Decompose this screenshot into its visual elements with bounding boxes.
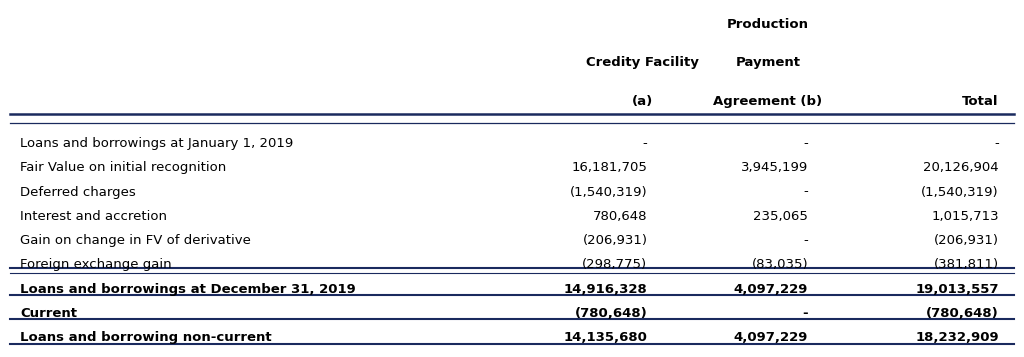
Text: Gain on change in FV of derivative: Gain on change in FV of derivative [20, 234, 251, 247]
Text: Current: Current [20, 307, 77, 320]
Text: Deferred charges: Deferred charges [20, 186, 136, 198]
Text: 3,945,199: 3,945,199 [740, 161, 808, 174]
Text: Loans and borrowings at January 1, 2019: Loans and borrowings at January 1, 2019 [20, 137, 294, 150]
Text: 4,097,229: 4,097,229 [733, 283, 808, 296]
Text: (780,648): (780,648) [926, 307, 998, 320]
Text: (206,931): (206,931) [934, 234, 998, 247]
Text: -: - [803, 186, 808, 198]
Text: 16,181,705: 16,181,705 [571, 161, 647, 174]
Text: 19,013,557: 19,013,557 [915, 283, 998, 296]
Text: (298,775): (298,775) [583, 258, 647, 271]
Text: (83,035): (83,035) [752, 258, 808, 271]
Text: 780,648: 780,648 [593, 210, 647, 223]
Text: Loans and borrowings at December 31, 2019: Loans and borrowings at December 31, 201… [20, 283, 356, 296]
Text: -: - [803, 137, 808, 150]
Text: Loans and borrowing non-current: Loans and borrowing non-current [20, 331, 272, 344]
Text: (381,811): (381,811) [934, 258, 998, 271]
Text: Agreement (b): Agreement (b) [714, 95, 822, 107]
Text: (a): (a) [632, 95, 653, 107]
Text: (206,931): (206,931) [583, 234, 647, 247]
Text: 14,916,328: 14,916,328 [564, 283, 647, 296]
Text: Fair Value on initial recognition: Fair Value on initial recognition [20, 161, 226, 174]
Text: -: - [803, 307, 808, 320]
Text: -: - [803, 234, 808, 247]
Text: Production: Production [727, 17, 809, 31]
Text: 20,126,904: 20,126,904 [923, 161, 998, 174]
Text: 14,135,680: 14,135,680 [563, 331, 647, 344]
Text: (780,648): (780,648) [574, 307, 647, 320]
Text: (1,540,319): (1,540,319) [569, 186, 647, 198]
Text: (1,540,319): (1,540,319) [921, 186, 998, 198]
Text: 235,065: 235,065 [754, 210, 808, 223]
Text: 1,015,713: 1,015,713 [931, 210, 998, 223]
Text: Interest and accretion: Interest and accretion [20, 210, 167, 223]
Text: -: - [643, 137, 647, 150]
Text: 18,232,909: 18,232,909 [915, 331, 998, 344]
Text: Foreign exchange gain: Foreign exchange gain [20, 258, 172, 271]
Text: 4,097,229: 4,097,229 [733, 331, 808, 344]
Text: Payment: Payment [735, 56, 801, 69]
Text: Total: Total [963, 95, 998, 107]
Text: -: - [994, 137, 998, 150]
Text: Credity Facility: Credity Facility [586, 56, 699, 69]
